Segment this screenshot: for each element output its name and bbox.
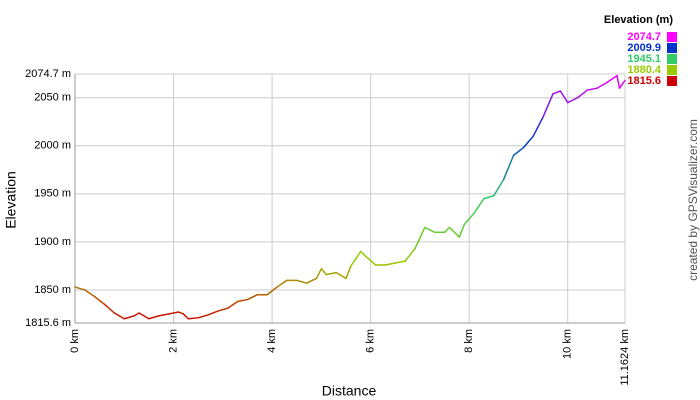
profile-segment (350, 250, 362, 267)
profile-segment (512, 146, 525, 157)
y-tick-label: 2000 m (34, 140, 71, 152)
profile-segment (295, 279, 308, 284)
profile-segment (84, 289, 96, 298)
profile-segment (384, 262, 397, 266)
profile-segment (458, 223, 466, 238)
y-tick-label: 1950 m (34, 188, 71, 200)
profile-segment (138, 312, 150, 320)
profile-segment (586, 87, 599, 91)
x-tick-label: 11.1624 km (619, 329, 631, 386)
profile-segment (197, 314, 209, 319)
profile-segment (177, 311, 185, 315)
credit: created by GPSVisualizer.com (686, 119, 700, 281)
profile-segment (325, 271, 337, 276)
profile-segment (502, 154, 515, 181)
profile-segment (559, 90, 569, 104)
profile-segment (226, 300, 239, 309)
legend-swatch (667, 76, 677, 86)
legend-title: Elevation (m) (604, 14, 673, 26)
y-tick-label: 2074.7 m (25, 68, 71, 80)
profile-segment (207, 310, 219, 316)
x-tick-label: 4 km (266, 329, 278, 353)
x-tick-label: 8 km (463, 329, 475, 353)
profile-segment (182, 313, 190, 320)
profile-segment (113, 312, 126, 320)
profile-segment (246, 293, 259, 301)
legend-label: 1815.6 (627, 75, 661, 87)
profile-segment (364, 255, 377, 266)
profile-segment (167, 311, 180, 315)
profile-segment (618, 79, 626, 89)
profile-segment (483, 195, 495, 200)
profile-segment (93, 295, 106, 306)
profile-segment (315, 268, 323, 280)
profile-segment (320, 268, 328, 276)
profile-segment (133, 312, 140, 317)
x-axis-label: Distance (322, 383, 377, 399)
profile-segment (566, 96, 579, 104)
x-tick-label: 0 km (69, 329, 81, 353)
legend-swatch (667, 32, 677, 42)
legend-swatch (667, 43, 677, 53)
legend-label: 1945.1 (627, 53, 661, 65)
profile-segment (473, 197, 485, 214)
profile-segment (443, 226, 451, 234)
profile-segment (532, 116, 544, 137)
profile-segment (596, 81, 608, 89)
profile-segment (616, 74, 621, 89)
y-axis-label: Elevation (3, 171, 19, 229)
profile-segment (552, 90, 562, 95)
profile-segment (158, 313, 170, 317)
profile-segment (448, 226, 461, 238)
legend-label: 2074.7 (627, 31, 661, 43)
profile-segment (414, 226, 426, 250)
legend-swatch (667, 65, 677, 75)
profile-segment (335, 271, 347, 280)
profile-segment (236, 298, 249, 303)
profile-segment (148, 315, 160, 320)
y-tick-label: 2050 m (34, 92, 71, 104)
legend-label: 2009.9 (627, 42, 661, 54)
profile-segment (606, 74, 618, 84)
profile-segment (103, 303, 116, 314)
x-tick-label: 10 km (562, 329, 574, 359)
profile-segment (463, 212, 475, 226)
profile-segment (74, 286, 86, 291)
x-tick-label: 2 km (167, 329, 179, 353)
profile-segment (542, 93, 554, 118)
profile-segment (394, 260, 406, 264)
profile-segment (345, 265, 352, 280)
legend-label: 1880.4 (627, 64, 662, 76)
profile-segment (360, 250, 367, 258)
profile-segment (424, 226, 436, 234)
profile-segment (576, 89, 589, 99)
profile-segment (522, 135, 534, 149)
profile-segment (404, 247, 416, 262)
legend-swatch (667, 54, 677, 64)
y-tick-label: 1900 m (34, 236, 71, 248)
y-tick-label: 1850 m (34, 284, 71, 296)
profile-segment (123, 315, 135, 320)
profile-segment (217, 307, 229, 312)
x-tick-label: 6 km (365, 329, 377, 353)
profile-segment (305, 277, 318, 284)
profile-segment (276, 279, 288, 288)
profile-segment (266, 286, 278, 296)
profile-segment (493, 178, 505, 197)
profile-segment (187, 317, 199, 320)
y-tick-label: 1815.6 m (25, 317, 71, 329)
